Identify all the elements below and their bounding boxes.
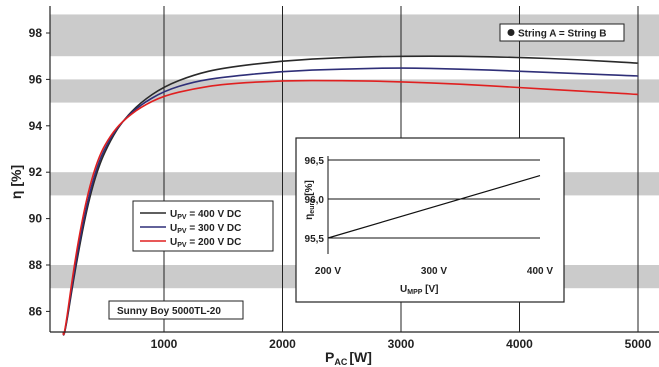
inset-ticks: 95,5 96,0 96,5 200 V 300 V 400 V	[305, 156, 554, 277]
inset-x-tick-label-2: 400 V	[527, 266, 553, 277]
inset-series	[327, 175, 541, 239]
y-tick-label-98: 98	[29, 26, 43, 40]
x-tick-label-2000: 2000	[269, 337, 296, 351]
inset-y-tick-label-2: 96,5	[305, 156, 325, 167]
inset-y-tick-label-0: 95,5	[305, 234, 325, 245]
inset-y-axis-label: ηeuro [%]	[304, 180, 316, 220]
y-tick-label-90: 90	[29, 212, 43, 226]
x-axis-label-main: P	[325, 349, 334, 365]
series-line-2	[62, 79, 639, 336]
string-annotation-text: String A = String B	[518, 29, 606, 40]
y-tick-label-96: 96	[29, 72, 43, 86]
string-annotation: String A = String B	[499, 23, 625, 42]
x-axis-label-sub: AC	[334, 357, 347, 367]
model-annotation: Sunny Boy 5000TL-20	[108, 300, 244, 320]
model-annotation-box	[108, 300, 244, 320]
y-tick-label-94: 94	[29, 119, 43, 133]
model-annotation-text: Sunny Boy 5000TL-20	[117, 306, 221, 317]
axes: 86 88 90 92 94 96 98 1000 2000 3000 4000 5000	[29, 6, 659, 351]
band-3	[50, 79, 659, 103]
inset-chart: 95,5 96,0 96,5 200 V 300 V 400 V UMPP [V] ηeu…	[295, 137, 565, 303]
series-line-0	[62, 55, 639, 336]
efficiency-curves	[62, 55, 639, 336]
string-annotation-box	[499, 23, 625, 42]
x-tick-label-4000: 4000	[506, 337, 533, 351]
legend-label-200v: UPV = 200 V DC	[170, 237, 241, 249]
inset-x-tick-label-0: 200 V	[315, 266, 341, 277]
x-axis-label-unit: [W]	[349, 349, 372, 365]
y-tick-label-88: 88	[29, 258, 43, 272]
series-line-1	[62, 67, 639, 336]
y-tick-label-86: 86	[29, 304, 43, 318]
x-tick-label-5000: 5000	[625, 337, 652, 351]
inset-y-tick-label-1: 96,0	[305, 195, 325, 206]
inset-series-line-0	[327, 175, 541, 239]
inset-x-axis-label: UMPP [V]	[400, 284, 439, 296]
legend-label-300v: UPV = 300 V DC	[170, 223, 241, 235]
x-axis-label: PAC [W]	[325, 349, 372, 367]
legend-box	[132, 200, 274, 252]
inset-frame	[295, 137, 565, 303]
x-tick-label-1000: 1000	[151, 337, 178, 351]
x-tick-label-3000: 3000	[388, 337, 415, 351]
legend-label-400v: UPV = 400 V DC	[170, 209, 241, 221]
string-annotation-marker	[507, 29, 515, 36]
inset-x-tick-label-1: 300 V	[421, 266, 447, 277]
y-axis-label: η [%]	[8, 165, 24, 199]
y-tick-label-92: 92	[29, 165, 43, 179]
legend: UPV = 400 V DC UPV = 300 V DC UPV = 200 …	[132, 200, 274, 252]
